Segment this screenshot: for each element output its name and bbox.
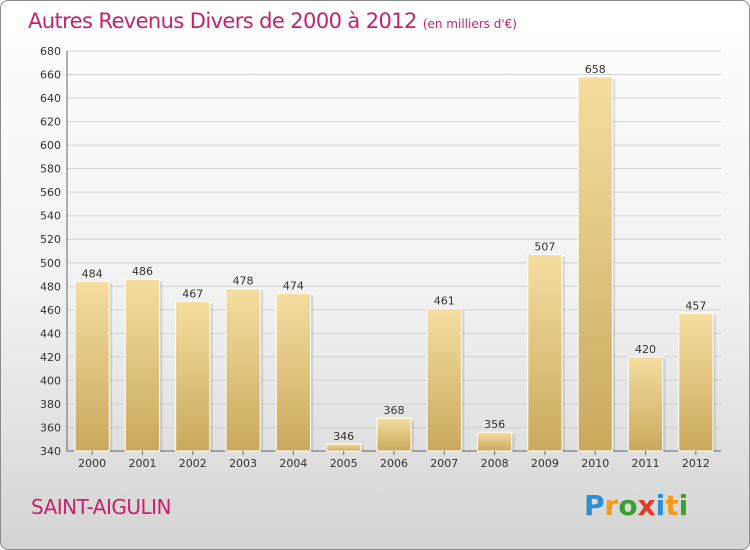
y-tick-label: 420 [40, 351, 61, 364]
bar [577, 76, 613, 452]
data-label: 658 [585, 63, 606, 76]
bar [627, 356, 664, 452]
y-tick-label: 380 [40, 398, 61, 411]
x-tick-label: 2003 [229, 457, 257, 470]
data-label: 461 [434, 295, 455, 308]
data-label: 486 [132, 265, 153, 278]
unit-label: (en milliers d'€) [422, 17, 517, 31]
logo-letter: i [655, 489, 666, 522]
data-label: 356 [484, 418, 505, 431]
data-label: 346 [333, 430, 354, 443]
data-label: 484 [82, 268, 103, 281]
bar [124, 278, 161, 452]
y-tick-label: 680 [40, 45, 61, 58]
data-label: 467 [182, 288, 203, 301]
y-tick-label: 440 [40, 327, 61, 340]
logo-letter: x [637, 489, 656, 522]
data-label: 457 [685, 299, 706, 312]
data-label: 507 [534, 241, 555, 254]
y-tick-label: 600 [40, 139, 61, 152]
y-tick-label: 520 [40, 233, 61, 246]
y-tick-label: 660 [40, 69, 61, 82]
data-label: 478 [233, 275, 254, 288]
x-tick-label: 2000 [78, 457, 106, 470]
x-tick-label: 2005 [330, 457, 358, 470]
y-tick-label: 340 [40, 445, 61, 458]
place-name: SAINT-AIGULIN [31, 495, 171, 519]
chart-title: Autres Revenus Divers de 2000 à 2012 (en … [28, 9, 517, 33]
y-tick-label: 500 [40, 257, 61, 270]
bar [527, 254, 563, 452]
bar [74, 281, 110, 452]
logo-letter: t [665, 489, 679, 522]
y-tick-label: 360 [40, 421, 61, 434]
x-tick-label: 2007 [430, 457, 458, 470]
data-label: 368 [384, 404, 405, 417]
x-tick-label: 2011 [632, 457, 660, 470]
bar [426, 308, 462, 452]
y-tick-label: 620 [40, 116, 61, 129]
x-tick-label: 2002 [179, 457, 207, 470]
y-tick-label: 580 [40, 163, 61, 176]
bar [477, 431, 513, 452]
bar [326, 443, 362, 452]
bar [678, 312, 714, 452]
data-label: 474 [283, 279, 304, 292]
proxiti-logo: Proxiti [584, 489, 688, 522]
x-tick-label: 2010 [581, 457, 609, 470]
x-tick-label: 2009 [531, 457, 559, 470]
bar [275, 292, 311, 452]
logo-letter: r [604, 489, 619, 522]
bar [376, 417, 412, 452]
y-tick-label: 540 [40, 210, 61, 223]
logo-letter: o [618, 489, 638, 522]
x-tick-label: 2001 [128, 457, 156, 470]
x-tick-label: 2004 [279, 457, 307, 470]
y-tick-label: 460 [40, 304, 61, 317]
data-label: 420 [635, 343, 656, 356]
bar [175, 301, 211, 452]
y-tick-label: 560 [40, 186, 61, 199]
x-tick-label: 2008 [481, 457, 509, 470]
logo-letter: P [584, 489, 605, 522]
y-tick-label: 400 [40, 374, 61, 387]
y-tick-label: 480 [40, 280, 61, 293]
y-tick-label: 640 [40, 92, 61, 105]
x-tick-label: 2006 [380, 457, 408, 470]
x-tick-label: 2012 [682, 457, 710, 470]
logo-letter: i [678, 489, 689, 522]
bar [225, 288, 261, 452]
